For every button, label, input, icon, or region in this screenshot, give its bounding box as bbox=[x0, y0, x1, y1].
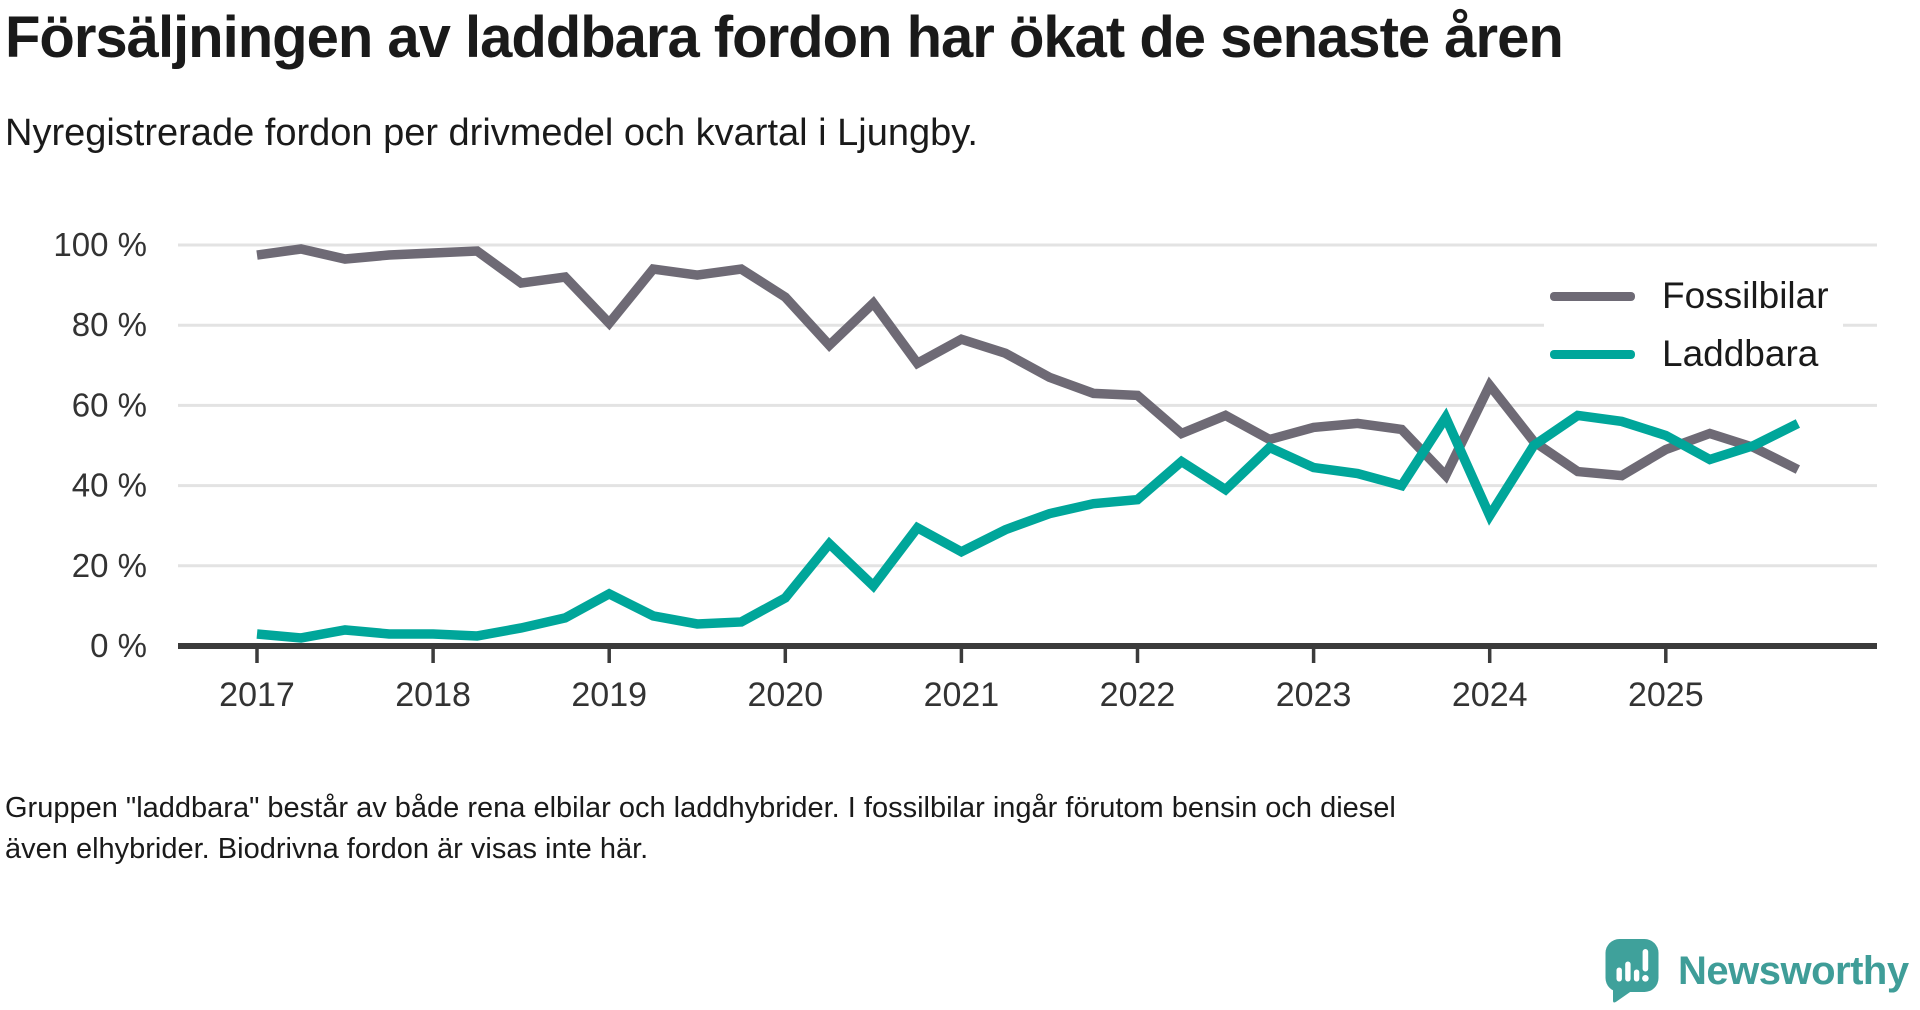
x-axis-tick-label: 2022 bbox=[1100, 676, 1176, 714]
y-axis-tick-label: 20 % bbox=[72, 547, 147, 584]
y-axis-tick-label: 100 % bbox=[53, 226, 147, 263]
y-axis-tick-label: 80 % bbox=[72, 306, 147, 343]
legend-row-fossilbilar: Fossilbilar bbox=[1550, 274, 1829, 318]
legend-label-laddbara: Laddbara bbox=[1662, 333, 1819, 374]
x-axis-tick-label: 2018 bbox=[395, 676, 471, 714]
y-axis-tick-label: 0 % bbox=[90, 627, 147, 664]
laddbara-line bbox=[256, 407, 1801, 643]
x-axis-tick-label: 2023 bbox=[1276, 676, 1352, 714]
newsworthy-speech-bubble-bar-chart-icon bbox=[1605, 939, 1659, 1003]
y-axis-tick-label: 40 % bbox=[72, 467, 147, 504]
legend-row-laddbara: Laddbara bbox=[1550, 332, 1829, 376]
x-axis-tick-label: 2021 bbox=[924, 676, 1000, 714]
legend: Fossilbilar Laddbara bbox=[1544, 270, 1843, 382]
x-axis-tick-label: 2020 bbox=[747, 676, 823, 714]
x-axis-tick-label: 2024 bbox=[1452, 676, 1528, 714]
x-axis-tick-label: 2019 bbox=[571, 676, 647, 714]
x-axis-tick-label: 2025 bbox=[1628, 676, 1704, 714]
page-title: Försäljningen av laddbara fordon har öka… bbox=[5, 5, 1564, 70]
y-axis-tick-label: 60 % bbox=[72, 386, 147, 423]
legend-label-fossilbilar: Fossilbilar bbox=[1662, 275, 1829, 316]
fossilbilar-line-swatch bbox=[1550, 291, 1635, 301]
page-subtitle: Nyregistrerade fordon per drivmedel och … bbox=[5, 112, 978, 154]
footnote: Gruppen "laddbara" består av både rena e… bbox=[5, 792, 1396, 865]
x-axis-tick-label: 2017 bbox=[219, 676, 295, 714]
newsworthy-logo[interactable]: Newsworthy bbox=[1604, 938, 1909, 1004]
newsworthy-logo-text: Newsworthy bbox=[1678, 948, 1909, 993]
laddbara-line-swatch bbox=[1550, 349, 1635, 359]
